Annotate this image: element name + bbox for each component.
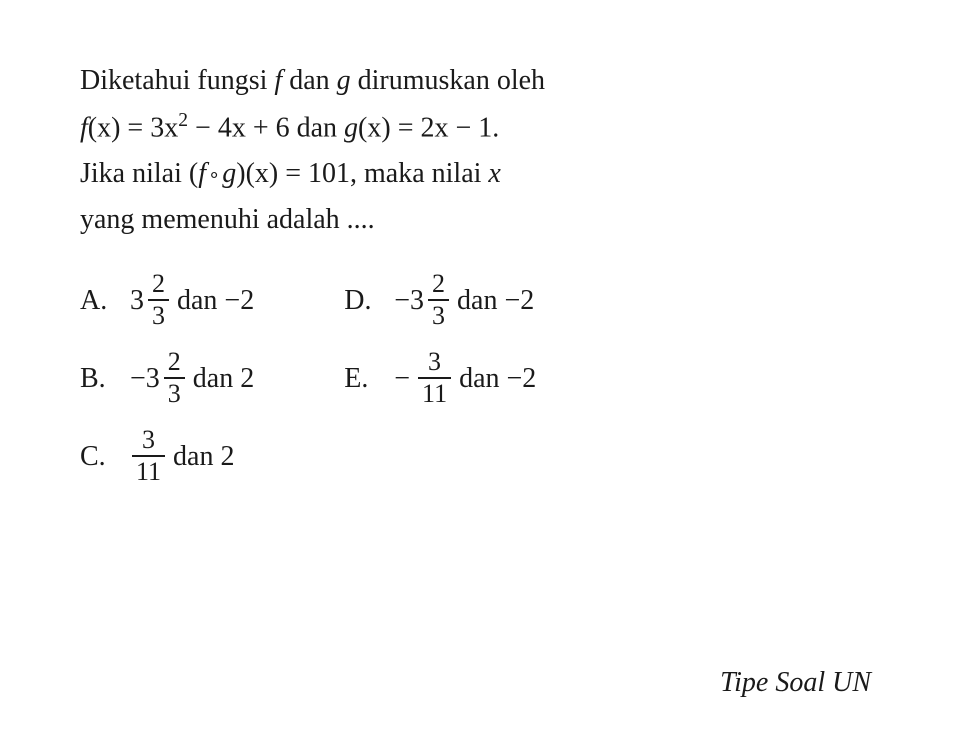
q2-gx-post: (x) = 2x − 1. [358,112,499,143]
option-a-fraction: 2 3 [148,271,169,329]
option-e-den: 11 [418,377,451,407]
option-e-fraction: 3 11 [418,349,451,407]
q1-post: dirumuskan oleh [351,65,545,96]
option-a-den: 3 [148,299,169,329]
option-d-den: 3 [428,299,449,329]
option-a: A. 3 2 3 dan −2 [80,271,254,329]
option-b-fraction: 2 3 [164,349,185,407]
option-a-mixed: 3 2 3 [130,271,171,329]
q2-mid: − 4x + 6 dan [188,112,344,143]
option-b-den: 3 [164,377,185,407]
option-c-den: 11 [132,455,165,485]
option-b-suffix: dan 2 [193,359,254,398]
option-a-whole: 3 [130,281,144,320]
q1-mid: dan [282,65,336,96]
option-c-fraction: 3 11 [132,427,165,485]
q3-g: g [222,158,236,189]
option-c: C. 3 11 dan 2 [80,427,254,485]
option-e-prefix: − [394,359,410,398]
option-a-label: A. [80,281,130,320]
option-e: E. − 3 11 dan −2 [344,349,536,407]
question-line-3: Jika nilai (f∘g)(x) = 101, maka nilai x [80,153,891,195]
q3-f: f [198,158,206,189]
option-e-value: − 3 11 dan −2 [394,349,536,407]
q1-g: g [337,65,351,96]
option-d-num: 2 [428,271,449,299]
option-a-suffix: dan −2 [177,281,254,320]
compose-icon: ∘ [208,165,220,186]
q3-post: )(x) = 101, maka nilai [236,158,488,189]
q1-pre: Diketahui fungsi [80,65,274,96]
option-b-label: B. [80,359,130,398]
option-e-num: 3 [424,349,445,377]
q3-pre: Jika nilai ( [80,158,198,189]
option-d-fraction: 2 3 [428,271,449,329]
option-d-value: −3 2 3 dan −2 [394,271,534,329]
option-b-mixed: −3 2 3 [130,349,187,407]
option-c-value: 3 11 dan 2 [130,427,234,485]
option-b-value: −3 2 3 dan 2 [130,349,254,407]
option-b-prefix: −3 [130,359,160,398]
options-left-column: A. 3 2 3 dan −2 B. −3 2 3 [80,271,254,485]
question-text: Diketahui fungsi f dan g dirumuskan oleh… [80,60,891,241]
option-d-prefix: −3 [394,281,424,320]
option-b-num: 2 [164,349,185,377]
option-b: B. −3 2 3 dan 2 [80,349,254,407]
option-a-num: 2 [148,271,169,299]
footer-label: Tipe Soal UN [720,667,871,699]
option-a-value: 3 2 3 dan −2 [130,271,254,329]
option-e-label: E. [344,359,394,398]
options-container: A. 3 2 3 dan −2 B. −3 2 3 [80,271,891,485]
options-right-column: D. −3 2 3 dan −2 E. − 3 11 [344,271,536,485]
option-d: D. −3 2 3 dan −2 [344,271,536,329]
question-line-4: yang memenuhi adalah .... [80,199,891,241]
q3-x: x [488,158,500,189]
option-c-suffix: dan 2 [173,437,234,476]
q2-fx: f [80,112,88,143]
q2-exp: 2 [178,110,188,131]
question-line-1: Diketahui fungsi f dan g dirumuskan oleh [80,60,891,102]
option-d-mixed: −3 2 3 [394,271,451,329]
option-d-label: D. [344,281,394,320]
q2-fx-arg: (x) = 3x [88,112,178,143]
option-c-label: C. [80,437,130,476]
q2-gx: g [344,112,358,143]
option-d-suffix: dan −2 [457,281,534,320]
option-e-suffix: dan −2 [459,359,536,398]
option-c-num: 3 [138,427,159,455]
question-line-2: f(x) = 3x2 − 4x + 6 dan g(x) = 2x − 1. [80,106,891,149]
